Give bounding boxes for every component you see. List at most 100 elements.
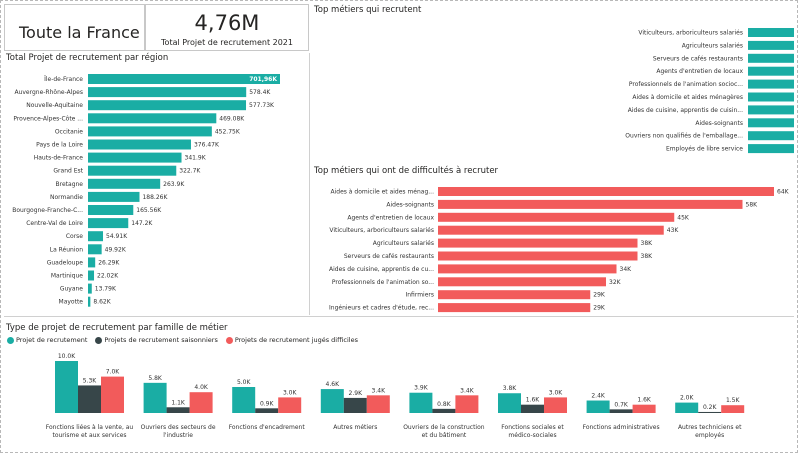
column-data-label: 0.2K — [703, 404, 718, 411]
bar[interactable] — [88, 100, 247, 111]
bar[interactable] — [438, 264, 617, 274]
column[interactable] — [320, 389, 344, 413]
bar[interactable] — [88, 205, 134, 215]
column-data-label: 5.8K — [148, 375, 163, 382]
bar[interactable] — [438, 199, 743, 209]
column[interactable] — [675, 402, 699, 413]
bar[interactable] — [88, 74, 280, 84]
bar[interactable] — [438, 303, 591, 313]
legend-dot-teal — [7, 336, 14, 344]
bar[interactable] — [88, 218, 129, 229]
bar[interactable] — [88, 139, 191, 150]
column[interactable] — [278, 397, 302, 413]
column[interactable] — [409, 392, 433, 413]
category-label: Ingénieurs et cadres d'étude, rec... — [329, 305, 434, 312]
bar[interactable] — [88, 191, 140, 202]
column[interactable] — [78, 385, 101, 413]
column[interactable] — [609, 409, 633, 413]
families-chart-title: Type de projet de recrutement par famill… — [6, 323, 228, 333]
column[interactable] — [432, 408, 456, 413]
legend-item-seasonal[interactable]: Projets de recrutement saisonniers — [95, 336, 218, 344]
bar[interactable] — [748, 79, 794, 89]
bar[interactable] — [438, 212, 675, 222]
column[interactable] — [189, 392, 213, 413]
category-axis-label: Fonctions liées à la vente, au — [46, 424, 134, 431]
bar[interactable] — [748, 53, 794, 63]
column-data-label: 5.3K — [83, 377, 98, 384]
bar[interactable] — [438, 251, 638, 261]
column-data-label: 3.4K — [372, 387, 387, 394]
data-label: 13.79K — [95, 286, 117, 293]
column[interactable] — [721, 405, 745, 413]
bar[interactable] — [88, 283, 92, 294]
category-axis-label: Ouvriers des secteurs de — [141, 424, 216, 431]
bar[interactable] — [748, 118, 794, 128]
data-label: 29K — [593, 305, 606, 312]
families-legend: Projet de recrutement Projets de recrute… — [7, 336, 358, 344]
column-data-label: 1.5K — [726, 397, 741, 404]
bar[interactable] — [88, 87, 247, 98]
column[interactable] — [498, 393, 521, 413]
category-axis-label: Autres métiers — [333, 424, 377, 431]
column[interactable] — [586, 400, 610, 413]
column[interactable] — [55, 361, 78, 413]
bar[interactable] — [438, 290, 591, 300]
column[interactable] — [455, 395, 479, 413]
category-label: Aides de cuisine, apprentis de cuisin... — [628, 107, 743, 114]
category-label: Ouvriers non qualifiés de l'emballage... — [625, 133, 743, 140]
bar[interactable] — [88, 126, 212, 137]
category-axis-label: employés — [695, 432, 724, 439]
column-data-label: 0.8K — [437, 401, 452, 408]
bar[interactable] — [88, 257, 96, 268]
column-data-label: 2.0K — [680, 395, 695, 402]
bar[interactable] — [748, 28, 794, 37]
bar[interactable] — [748, 92, 794, 102]
bar[interactable] — [438, 238, 638, 248]
legend-item-difficult[interactable]: Projets de recrutement jugés difficiles — [225, 336, 358, 344]
bar[interactable] — [438, 225, 664, 235]
legend-label-seasonal: Projets de recrutement saisonniers — [104, 336, 218, 344]
category-label: Agriculteurs salariés — [373, 240, 434, 247]
column[interactable] — [255, 408, 279, 413]
bar[interactable] — [748, 131, 794, 141]
top-jobs-chart-title: Top métiers qui recrutent — [314, 5, 422, 15]
bar[interactable] — [88, 178, 161, 189]
bar[interactable] — [438, 277, 606, 287]
column-data-label: 0.7K — [614, 401, 629, 408]
bar[interactable] — [438, 187, 774, 196]
data-label: 32K — [609, 279, 622, 286]
column[interactable] — [632, 404, 656, 413]
column[interactable] — [143, 382, 167, 413]
column[interactable] — [366, 395, 390, 413]
column-data-label: 0.9K — [260, 400, 275, 407]
data-label: 701,96K — [249, 76, 277, 83]
column[interactable] — [166, 407, 190, 413]
column[interactable] — [232, 387, 256, 413]
category-label: Grand Est — [53, 168, 83, 175]
bar[interactable] — [88, 270, 95, 281]
legend-item-recruitment[interactable]: Projet de recrutement — [7, 336, 87, 344]
bar[interactable] — [88, 165, 177, 176]
bar[interactable] — [748, 66, 794, 76]
column[interactable] — [521, 404, 544, 413]
column-data-label: 7.0K — [106, 369, 121, 376]
category-label: Professionnels de l'animation socioc... — [629, 81, 743, 88]
bar[interactable] — [748, 144, 794, 154]
category-label: Nouvelle-Aquitaine — [26, 102, 83, 109]
column[interactable] — [544, 397, 567, 413]
data-label: 263.9K — [163, 181, 185, 188]
bar[interactable] — [88, 113, 217, 124]
bar[interactable] — [88, 152, 182, 163]
bar[interactable] — [88, 244, 102, 255]
column[interactable] — [698, 411, 722, 413]
bar[interactable] — [88, 231, 104, 242]
category-label: Serveurs de cafés restaurants — [653, 55, 743, 62]
region-filter-card[interactable]: Toute la France — [4, 4, 145, 51]
bar[interactable] — [748, 105, 794, 115]
category-axis-label: Ouvriers de la construction — [403, 424, 485, 431]
bar[interactable] — [748, 40, 794, 50]
bar[interactable] — [88, 296, 91, 307]
column[interactable] — [101, 376, 124, 413]
legend-dot-dark — [95, 336, 103, 344]
column[interactable] — [343, 397, 367, 413]
